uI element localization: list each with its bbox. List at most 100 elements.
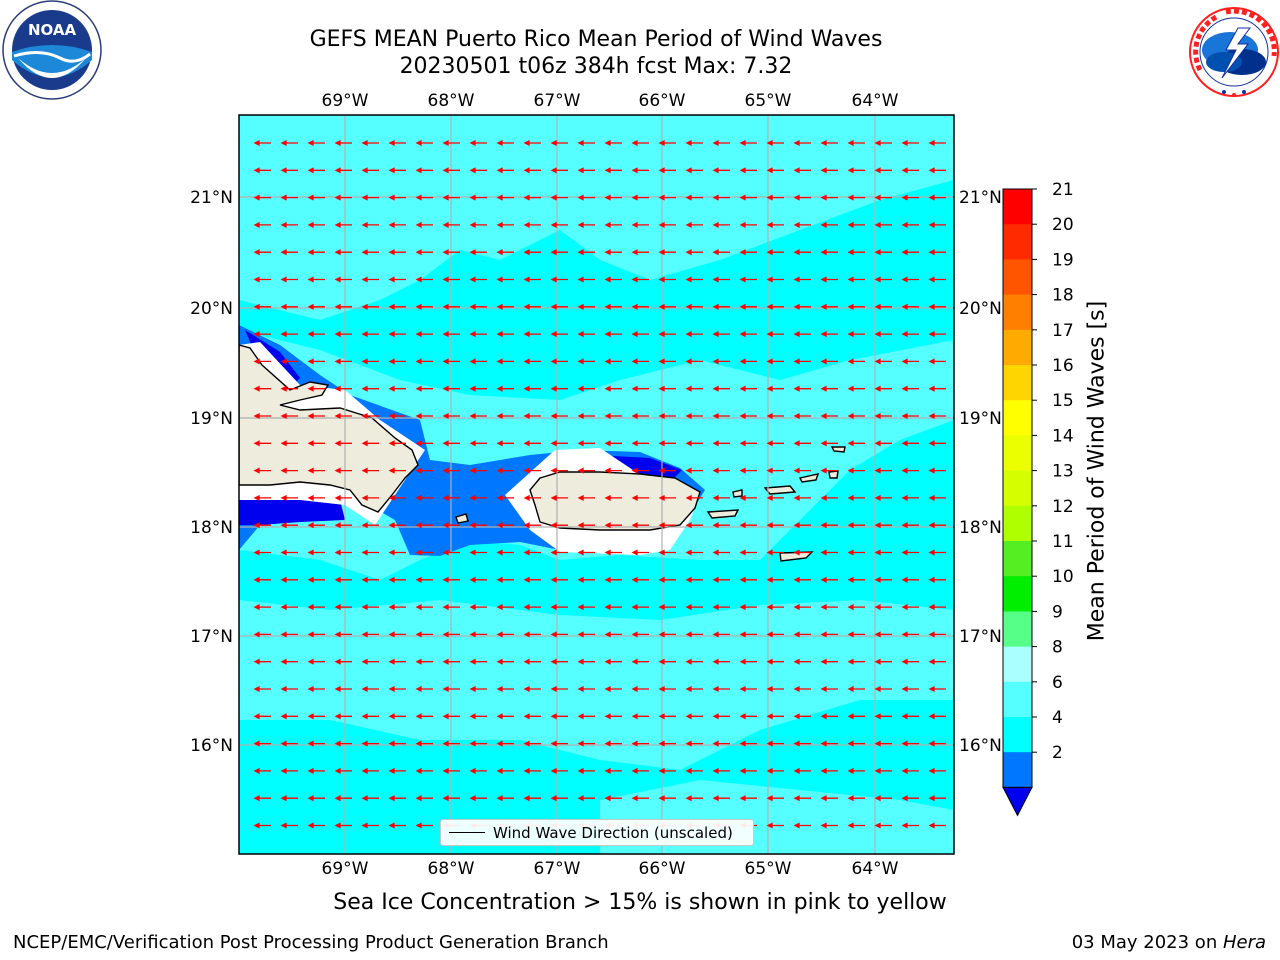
wind-arrow — [280, 440, 298, 447]
wind-arrow — [793, 385, 811, 392]
wind-arrow — [820, 276, 838, 283]
wind-arrow — [928, 221, 946, 228]
wind-arrow — [253, 221, 271, 228]
wind-arrow — [820, 249, 838, 256]
wind-arrow — [550, 221, 568, 228]
wind-arrow — [901, 713, 919, 720]
wind-arrow — [253, 194, 271, 201]
wind-arrow — [658, 331, 676, 338]
map-frame — [238, 114, 955, 855]
wind-arrow — [469, 658, 487, 665]
wind-arrow — [658, 194, 676, 201]
wind-arrow — [253, 604, 271, 611]
wind-arrow — [253, 440, 271, 447]
wind-arrow — [307, 249, 325, 256]
colorbar-tick-label: 9 — [1052, 602, 1063, 622]
wind-arrow — [739, 139, 757, 147]
wind-arrow — [847, 549, 865, 556]
wind-arrow — [361, 331, 379, 338]
wind-arrow — [928, 467, 946, 474]
wind-arrow — [766, 139, 784, 147]
colorbar-segment — [1003, 752, 1032, 788]
wind-arrow — [739, 658, 757, 665]
wind-arrow — [658, 139, 676, 147]
wind-arrow — [442, 658, 460, 665]
wind-arrow — [685, 494, 703, 501]
lat-label: 19°N — [959, 409, 1002, 429]
wind-arrow — [820, 822, 838, 829]
wind-arrow — [334, 604, 352, 611]
colorbar-segment — [1003, 294, 1032, 331]
lat-label: 21°N — [190, 188, 233, 208]
lat-label: 19°N — [190, 409, 233, 429]
wind-arrow — [415, 194, 433, 201]
wind-arrow — [577, 358, 595, 365]
wind-arrow — [766, 767, 784, 774]
wind-arrow — [253, 249, 271, 256]
wind-arrow — [604, 767, 622, 774]
wind-arrow — [388, 221, 406, 228]
wind-arrow — [388, 467, 406, 474]
wind-arrow — [847, 631, 865, 638]
wind-arrow — [658, 658, 676, 665]
wind-arrow — [253, 658, 271, 665]
wind-arrow — [739, 522, 757, 529]
wind-arrow — [685, 549, 703, 556]
wind-arrow — [604, 549, 622, 556]
lon-label: 68°W — [428, 859, 475, 879]
wind-arrow — [766, 303, 784, 310]
wind-arrow — [334, 412, 352, 420]
lat-label: 16°N — [190, 736, 233, 756]
wind-arrow — [280, 576, 298, 583]
wind-arrow — [415, 249, 433, 256]
wind-arrow — [334, 303, 352, 310]
wind-arrow — [928, 549, 946, 556]
wind-arrow — [388, 767, 406, 774]
wind-arrow — [361, 576, 379, 583]
wind-arrow — [280, 412, 298, 420]
wind-arrow — [280, 194, 298, 201]
wind-arrow — [550, 549, 568, 556]
wind-arrow — [388, 658, 406, 665]
wind-arrow — [253, 385, 271, 392]
wind-arrow — [901, 440, 919, 447]
legend-line-icon — [449, 832, 485, 833]
wind-arrow — [307, 522, 325, 529]
wind-arrow — [685, 631, 703, 638]
wind-arrow — [496, 576, 514, 583]
wind-arrow — [577, 795, 595, 802]
chart-title: GEFS MEAN Puerto Rico Mean Period of Win… — [309, 27, 883, 52]
wind-arrow — [469, 631, 487, 638]
wind-arrow — [793, 549, 811, 556]
wind-arrow — [604, 303, 622, 310]
wind-arrow — [631, 576, 649, 583]
lat-label: 18°N — [190, 518, 233, 538]
wind-arrow — [280, 658, 298, 665]
wind-arrow — [577, 549, 595, 556]
wind-arrow — [496, 522, 514, 529]
map-area — [239, 115, 954, 854]
wind-arrow — [334, 467, 352, 474]
wind-arrow — [415, 658, 433, 665]
wind-arrow — [469, 358, 487, 365]
wind-arrow — [901, 685, 919, 693]
colorbar-label: Mean Period of Wind Waves [s] — [1084, 300, 1110, 642]
wind-arrow — [874, 631, 892, 638]
wind-arrow — [253, 167, 271, 174]
wind-arrow — [469, 139, 487, 147]
wind-arrow — [631, 276, 649, 283]
wind-arrow — [901, 658, 919, 665]
lon-label: 69°W — [322, 91, 369, 111]
wind-arrow — [469, 440, 487, 447]
wind-arrow — [901, 358, 919, 365]
wind-arrow — [901, 139, 919, 147]
wind-arrow — [928, 604, 946, 611]
wind-arrow — [631, 658, 649, 665]
wind-arrow — [361, 822, 379, 829]
wind-arrow — [766, 631, 784, 638]
wind-arrow — [550, 795, 568, 802]
wind-arrow — [658, 740, 676, 747]
wind-arrow — [388, 549, 406, 556]
colorbar-segment — [1003, 576, 1032, 612]
wind-arrow — [712, 713, 730, 720]
